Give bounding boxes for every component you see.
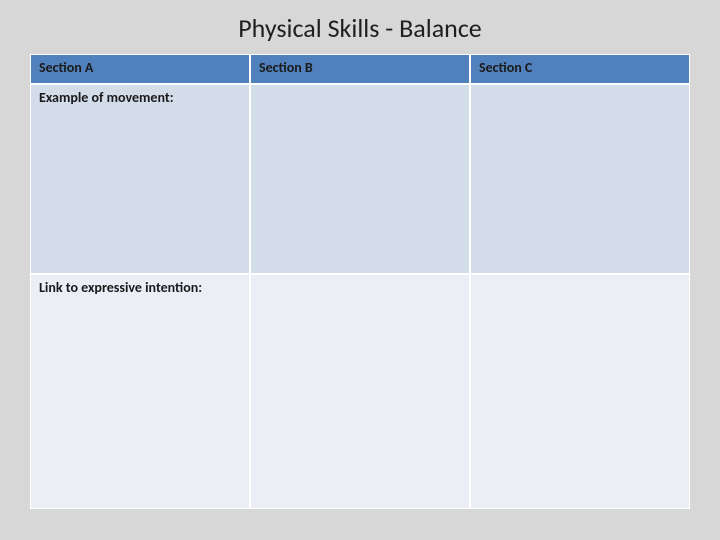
header-cell-section-a: Section A	[30, 54, 250, 84]
header-cell-section-c: Section C	[470, 54, 690, 84]
row1-cell-0: Example of movement:	[30, 84, 250, 274]
row2-cell-1	[250, 274, 470, 509]
row2-cell-0: Link to expressive intention:	[30, 274, 250, 509]
content-table: Section A Section B Section C Example of…	[30, 54, 690, 509]
slide-container: Physical Skills - Balance Section A Sect…	[0, 0, 720, 540]
header-cell-section-b: Section B	[250, 54, 470, 84]
row2-cell-2	[470, 274, 690, 509]
row1-cell-1	[250, 84, 470, 274]
slide-title: Physical Skills - Balance	[30, 12, 690, 44]
row1-cell-2	[470, 84, 690, 274]
